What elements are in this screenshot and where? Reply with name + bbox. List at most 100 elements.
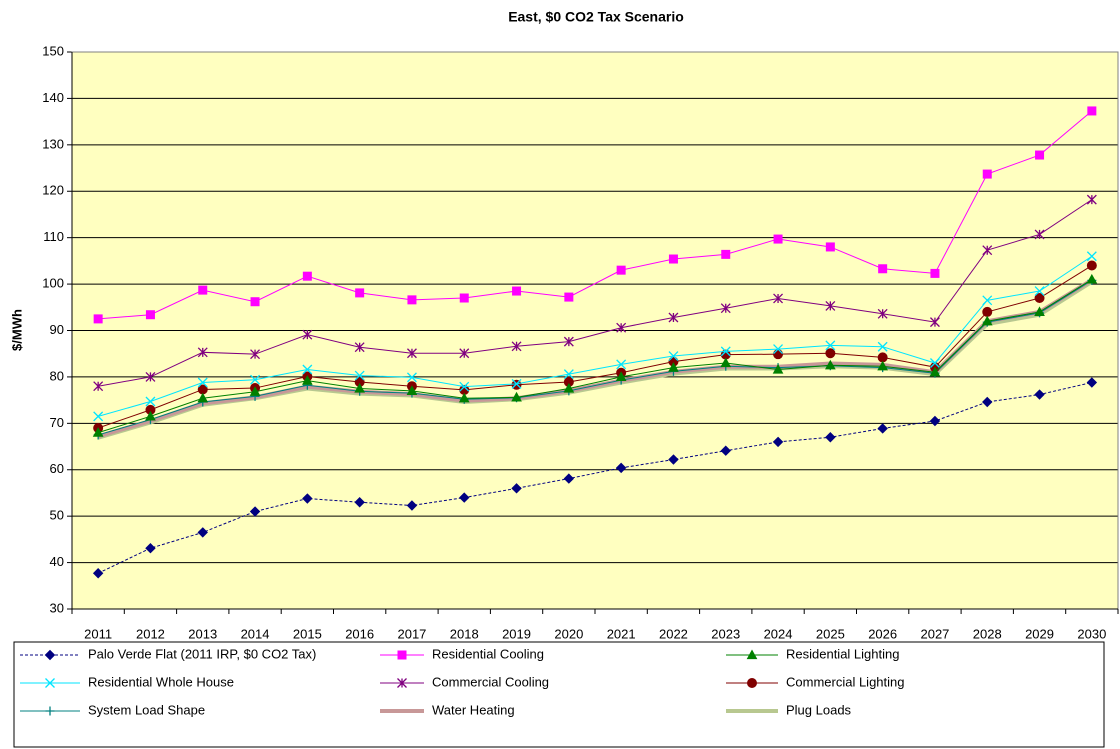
marker <box>877 352 888 363</box>
marker <box>354 497 365 508</box>
x-tick-label: 2014 <box>241 626 270 641</box>
marker <box>563 336 574 347</box>
x-tick-label: 2017 <box>397 626 426 641</box>
y-tick-label: 80 <box>50 368 64 383</box>
marker <box>45 678 55 688</box>
marker <box>615 462 627 474</box>
marker <box>773 349 784 360</box>
marker <box>302 271 312 281</box>
marker <box>877 423 888 434</box>
marker <box>249 386 261 396</box>
x-tick-label: 2018 <box>450 626 479 641</box>
series <box>93 106 1097 324</box>
x-tick-label: 2012 <box>136 626 165 641</box>
marker <box>354 382 365 393</box>
marker <box>406 500 418 511</box>
marker <box>668 351 679 361</box>
y-tick-label: 70 <box>50 415 64 430</box>
marker <box>615 371 627 382</box>
series <box>92 377 1098 579</box>
marker <box>1035 150 1045 160</box>
marker <box>564 292 574 302</box>
marker <box>406 348 417 359</box>
marker <box>929 358 940 368</box>
legend-item: Residential Whole House <box>20 674 234 689</box>
series <box>93 194 1097 392</box>
marker <box>772 436 784 448</box>
marker <box>720 346 731 357</box>
marker <box>563 369 574 380</box>
legend-label: Water Heating <box>432 702 515 717</box>
legend-item: Residential Cooling <box>380 646 544 661</box>
marker <box>1086 273 1098 284</box>
marker <box>982 295 993 306</box>
marker <box>406 385 418 395</box>
y-tick-label: 40 <box>50 554 64 569</box>
x-tick-label: 2025 <box>816 626 845 641</box>
series <box>93 251 1097 422</box>
marker <box>511 483 522 494</box>
marker <box>459 492 470 503</box>
marker <box>1086 194 1097 205</box>
legend-item: Palo Verde Flat (2011 IRP, $0 CO2 Tax) <box>20 646 316 661</box>
marker <box>929 366 941 377</box>
series-line <box>98 110 1093 320</box>
x-tick-label: 2024 <box>764 626 793 641</box>
marker <box>512 286 522 296</box>
marker <box>981 315 993 326</box>
marker <box>982 306 993 317</box>
marker <box>92 427 104 437</box>
marker <box>982 396 993 408</box>
legend-box <box>13 641 1105 748</box>
marker <box>458 392 470 403</box>
legend-label: Residential Whole House <box>88 674 234 689</box>
marker <box>878 264 888 274</box>
marker <box>197 392 209 403</box>
marker <box>145 410 156 421</box>
marker <box>668 254 678 264</box>
marker <box>825 359 836 370</box>
marker <box>1086 377 1098 388</box>
marker <box>250 297 260 307</box>
legend-item: Commercial Cooling <box>380 674 549 689</box>
marker <box>668 362 679 372</box>
y-axis-title: $/MWh <box>9 309 24 351</box>
series-line <box>98 255 1093 417</box>
marker <box>825 340 836 351</box>
marker <box>616 265 626 275</box>
y-tick-label: 150 <box>42 43 64 58</box>
y-tick-label: 140 <box>42 90 64 105</box>
legend-label: Residential Lighting <box>786 646 899 661</box>
marker <box>250 349 261 360</box>
legend-item: System Load Shape <box>20 702 205 717</box>
legend-item: Residential Lighting <box>726 646 899 661</box>
marker <box>355 288 365 298</box>
series-line <box>98 199 1093 387</box>
series-line <box>97 381 1092 574</box>
x-tick-label: 2026 <box>868 626 897 641</box>
marker <box>302 364 313 375</box>
marker <box>302 375 313 385</box>
marker <box>249 506 261 517</box>
marker <box>459 381 470 392</box>
marker <box>825 348 836 359</box>
marker <box>1087 106 1097 116</box>
marker <box>197 377 208 388</box>
marker <box>720 357 732 368</box>
y-tick-label: 60 <box>50 461 64 476</box>
marker <box>511 341 522 352</box>
x-tick-label: 2023 <box>711 626 740 641</box>
y-tick-label: 120 <box>42 183 64 198</box>
marker <box>198 285 208 295</box>
marker <box>773 293 784 304</box>
series-line <box>98 279 1093 436</box>
y-tick-label: 100 <box>42 276 64 291</box>
legend-label: Commercial Lighting <box>786 674 905 689</box>
marker <box>44 649 56 661</box>
marker <box>407 295 417 305</box>
marker <box>1086 251 1097 262</box>
marker <box>1086 260 1097 271</box>
marker <box>825 432 836 443</box>
marker <box>563 473 575 484</box>
